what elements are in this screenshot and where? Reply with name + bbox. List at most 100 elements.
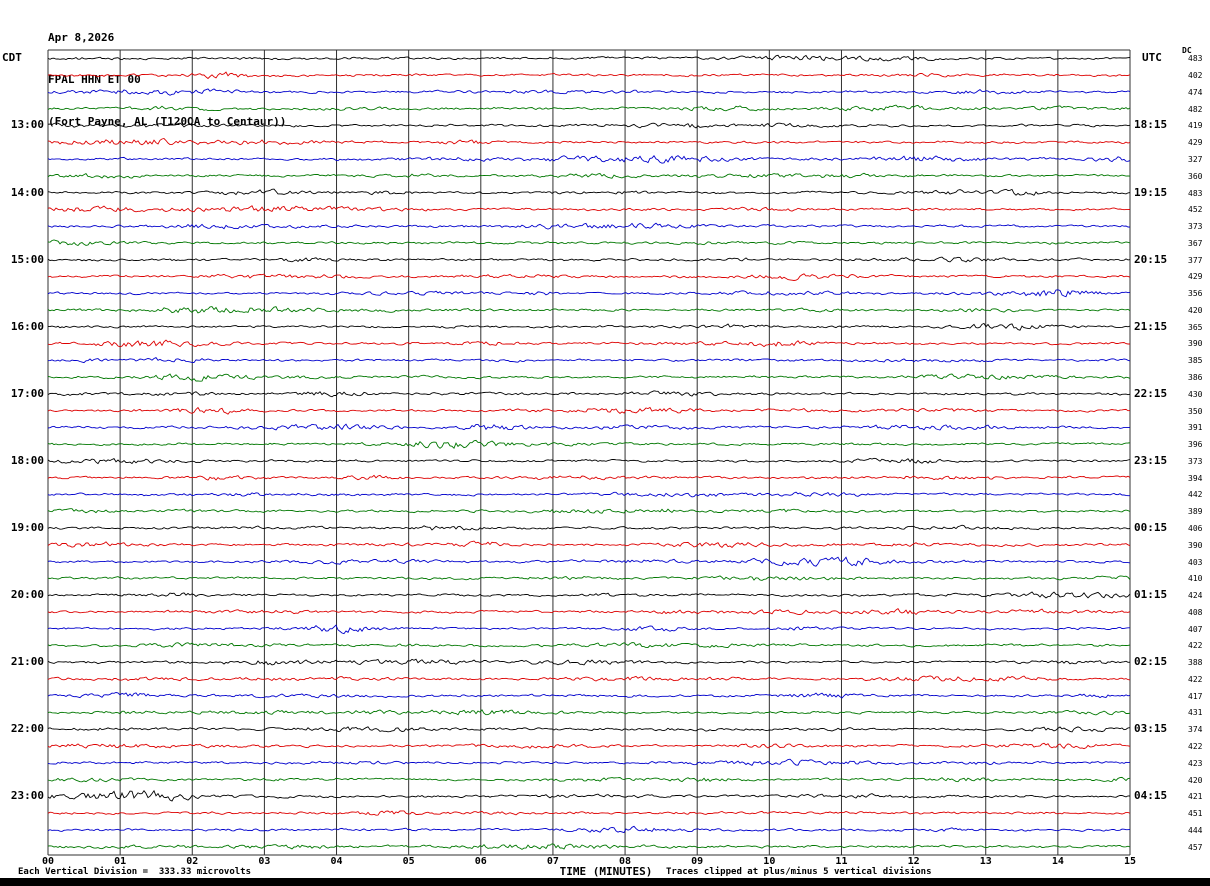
seismogram-trace <box>47 222 1131 230</box>
x-tick-label: 01 <box>114 856 127 867</box>
right-axis-header-utc: UTC <box>1142 51 1162 64</box>
dc-offset-value: 424 <box>1188 591 1203 601</box>
seismogram-trace <box>47 406 1131 415</box>
seismogram-trace <box>47 188 1131 196</box>
dc-offset-value: 402 <box>1188 71 1203 81</box>
seismogram-trace <box>47 624 1130 635</box>
seismogram-trace <box>47 758 1131 766</box>
seismogram-trace <box>47 789 1131 802</box>
utc-time-label: 04:15 <box>1134 789 1168 803</box>
utc-time-label: 20:15 <box>1134 252 1168 266</box>
x-tick-label: 14 <box>1051 856 1064 867</box>
dc-offset-value: 373 <box>1188 456 1203 466</box>
utc-time-label: 00:15 <box>1134 520 1168 534</box>
x-tick-label: 07 <box>546 856 559 867</box>
utc-time-label: 02:15 <box>1134 655 1168 669</box>
seismogram-trace <box>47 205 1131 213</box>
utc-time-label: 01:15 <box>1134 588 1168 602</box>
x-tick-label: 03 <box>258 856 271 867</box>
dc-offset-value: 444 <box>1188 825 1203 835</box>
x-tick-label: 05 <box>402 856 415 867</box>
dc-offset-value: 377 <box>1188 255 1203 265</box>
cdt-time-label: 17:00 <box>10 386 44 400</box>
seismogram-trace <box>47 642 1131 649</box>
seismogram-trace <box>47 122 1131 129</box>
cdt-time-label: 21:00 <box>10 655 44 669</box>
seismogram-trace <box>47 726 1131 733</box>
seismogram-trace <box>47 306 1131 314</box>
seismogram-trace <box>47 390 1131 398</box>
x-tick-label: 11 <box>835 856 848 867</box>
dc-offset-value: 483 <box>1188 188 1203 198</box>
utc-time-label: 19:15 <box>1134 185 1168 199</box>
dc-offset-value: 457 <box>1188 842 1203 852</box>
cdt-time-label: 23:00 <box>10 789 44 803</box>
dc-offset-value: 374 <box>1188 725 1203 735</box>
seismogram-trace <box>47 474 1131 481</box>
dc-offset-value: 429 <box>1188 138 1203 148</box>
dc-offset-value: 391 <box>1188 423 1203 433</box>
x-tick-label: 15 <box>1123 856 1137 867</box>
dc-offset-value: 327 <box>1188 155 1203 164</box>
seismogram-trace <box>47 138 1131 146</box>
dc-offset-value: 394 <box>1188 473 1203 483</box>
dc-offset-value: 385 <box>1188 356 1203 366</box>
cdt-time-label: 13:00 <box>10 118 44 132</box>
seismogram-trace <box>47 88 1131 96</box>
x-tick-label: 04 <box>330 856 343 867</box>
footer-scale-note: Each Vertical Division = 333.33 microvol… <box>18 867 251 877</box>
dc-offset-value: 356 <box>1188 289 1203 299</box>
dc-offset-value: 483 <box>1188 54 1203 64</box>
x-tick-label: 00 <box>41 856 55 867</box>
dc-offset-value: 408 <box>1188 607 1203 617</box>
seismogram-trace <box>47 357 1131 364</box>
x-tick-label: 02 <box>186 856 199 867</box>
seismogram-trace <box>47 607 1131 616</box>
dc-offset-value: 452 <box>1188 205 1203 215</box>
dc-offset-value: 406 <box>1188 523 1203 533</box>
dc-offset-value: 474 <box>1188 87 1203 97</box>
dc-offset-value: 482 <box>1188 104 1203 114</box>
dc-column-header: DC <box>1182 46 1192 55</box>
seismogram-trace <box>47 423 1131 431</box>
seismogram-trace <box>47 709 1131 716</box>
seismogram-trace <box>47 843 1131 850</box>
x-tick-label: 12 <box>907 856 920 867</box>
cdt-time-label: 19:00 <box>10 520 44 534</box>
seismogram-trace <box>47 439 1131 449</box>
dc-offset-value: 431 <box>1188 708 1203 718</box>
dc-offset-value: 365 <box>1188 322 1203 332</box>
seismogram-trace <box>47 658 1131 666</box>
dc-offset-value: 350 <box>1188 406 1203 416</box>
dc-offset-value: 422 <box>1188 741 1203 751</box>
left-axis-header-cdt: CDT <box>2 51 22 64</box>
dc-offset-value: 396 <box>1188 440 1203 450</box>
dc-offset-value: 403 <box>1188 557 1203 567</box>
dc-offset-value: 410 <box>1188 574 1203 584</box>
seismogram-trace <box>47 457 1131 465</box>
seismogram-trace <box>47 692 1131 699</box>
dc-offset-value: 360 <box>1188 171 1203 181</box>
x-axis-title: TIME (MINUTES) <box>559 865 653 878</box>
cdt-time-label: 16:00 <box>10 319 44 333</box>
cdt-time-label: 22:00 <box>10 722 44 736</box>
dc-offset-value: 423 <box>1188 758 1203 768</box>
dc-offset-value: 386 <box>1188 373 1203 383</box>
seismogram-trace <box>47 71 1131 80</box>
seismogram-trace <box>47 289 1131 298</box>
seismogram-trace <box>47 591 1131 599</box>
dc-offset-value: 390 <box>1188 339 1203 349</box>
utc-time-label: 23:15 <box>1134 453 1168 467</box>
utc-time-label: 18:15 <box>1134 118 1168 132</box>
seismogram-trace <box>47 273 1131 281</box>
dc-offset-value: 367 <box>1188 238 1203 248</box>
dc-offset-value: 389 <box>1188 507 1203 517</box>
dc-offset-value: 429 <box>1188 272 1203 282</box>
bottom-bar <box>0 878 1210 886</box>
dc-offset-value: 390 <box>1188 540 1203 550</box>
utc-time-label: 21:15 <box>1134 319 1168 333</box>
dc-offset-value: 421 <box>1188 792 1203 802</box>
seismogram-trace <box>47 172 1131 179</box>
cdt-time-label: 14:00 <box>10 185 44 199</box>
